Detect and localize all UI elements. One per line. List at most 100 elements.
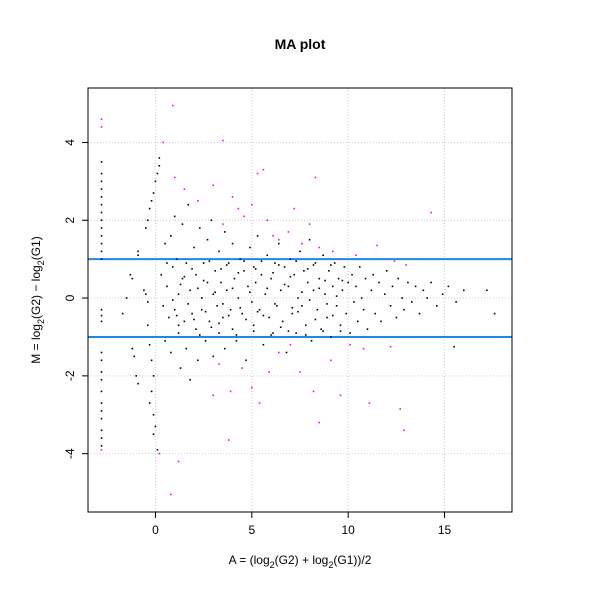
data-point [422,289,425,292]
x-axis-label: A = (log2(G2) + log2(G1))/2 [229,553,372,570]
data-point [100,258,103,260]
data-point [100,351,103,354]
data-point [341,289,344,292]
data-point [324,279,326,282]
data-point [318,287,321,290]
data-point [326,316,328,319]
data-point [364,277,367,280]
data-point [166,285,168,288]
data-point [156,448,159,451]
data-point [100,196,103,198]
data-point [212,184,215,187]
data-point [320,328,322,330]
data-point [447,285,450,288]
data-point [166,262,168,264]
data-point [148,343,151,346]
data-point [195,328,197,330]
data-point [208,260,211,262]
data-point [270,277,272,280]
data-point [268,371,270,373]
data-point [366,328,369,330]
data-point [266,254,269,257]
data-point [233,277,236,280]
data-point [152,433,155,436]
data-point [100,402,103,404]
data-point [274,303,276,305]
data-point [339,258,342,260]
data-point [353,301,355,303]
data-point [218,322,220,325]
data-point [231,328,234,330]
data-point [314,176,317,179]
data-point [341,279,344,282]
y-axis-label: M = log2(G2) − log2(G1) [29,236,46,363]
data-point [225,264,228,266]
data-point [172,266,174,268]
data-point [441,293,444,295]
data-point [339,394,342,397]
data-point [322,330,324,332]
chart-title: MA plot [275,36,326,52]
data-point [318,421,321,424]
data-point [100,410,103,412]
y-axis: -4 -2 0 2 4 [63,139,88,459]
plot-frame [87,87,513,513]
data-point [227,439,230,441]
data-point [100,445,103,447]
data-point [173,215,176,218]
data-point [229,390,232,393]
y-tick-label: 0 [63,294,77,301]
data-point [198,334,201,336]
data-point [287,330,290,332]
data-point [100,417,103,420]
data-point [245,359,247,362]
data-point [152,413,155,416]
data-point [251,203,253,206]
data-point [231,242,234,245]
data-point [150,200,153,202]
data-point [436,305,438,307]
data-point [197,359,199,362]
data-point [331,250,334,253]
data-point [330,336,332,338]
y-tick-label: -2 [63,370,77,381]
data-point [345,312,348,315]
data-point [368,402,371,404]
data-point [333,262,336,264]
data-point [185,347,188,350]
data-point [318,246,321,249]
data-point [100,250,103,253]
data-point [393,260,396,262]
data-point [212,293,215,295]
data-point [170,493,172,496]
data-point [289,258,292,260]
x-axis: 0 5 10 15 [152,512,452,537]
data-point [222,223,224,225]
data-point [237,297,240,299]
data-point [278,242,280,245]
data-point [266,287,269,290]
data-point [314,262,317,264]
data-point [177,332,180,334]
data-point [405,264,407,266]
data-point [158,164,161,167]
data-point [239,306,242,309]
data-point [274,262,276,264]
data-point [231,287,234,290]
data-point [224,347,226,350]
data-point [187,303,190,305]
data-point [326,303,328,305]
data-point [243,215,245,218]
data-point [173,176,176,179]
data-point [160,273,163,276]
data-point [218,332,220,334]
data-point [212,394,215,397]
data-point [254,281,257,284]
data-point [137,254,139,257]
data-point [100,180,103,183]
data-point [162,305,164,307]
data-point [164,340,166,342]
data-point [100,429,103,432]
data-point [362,347,365,350]
